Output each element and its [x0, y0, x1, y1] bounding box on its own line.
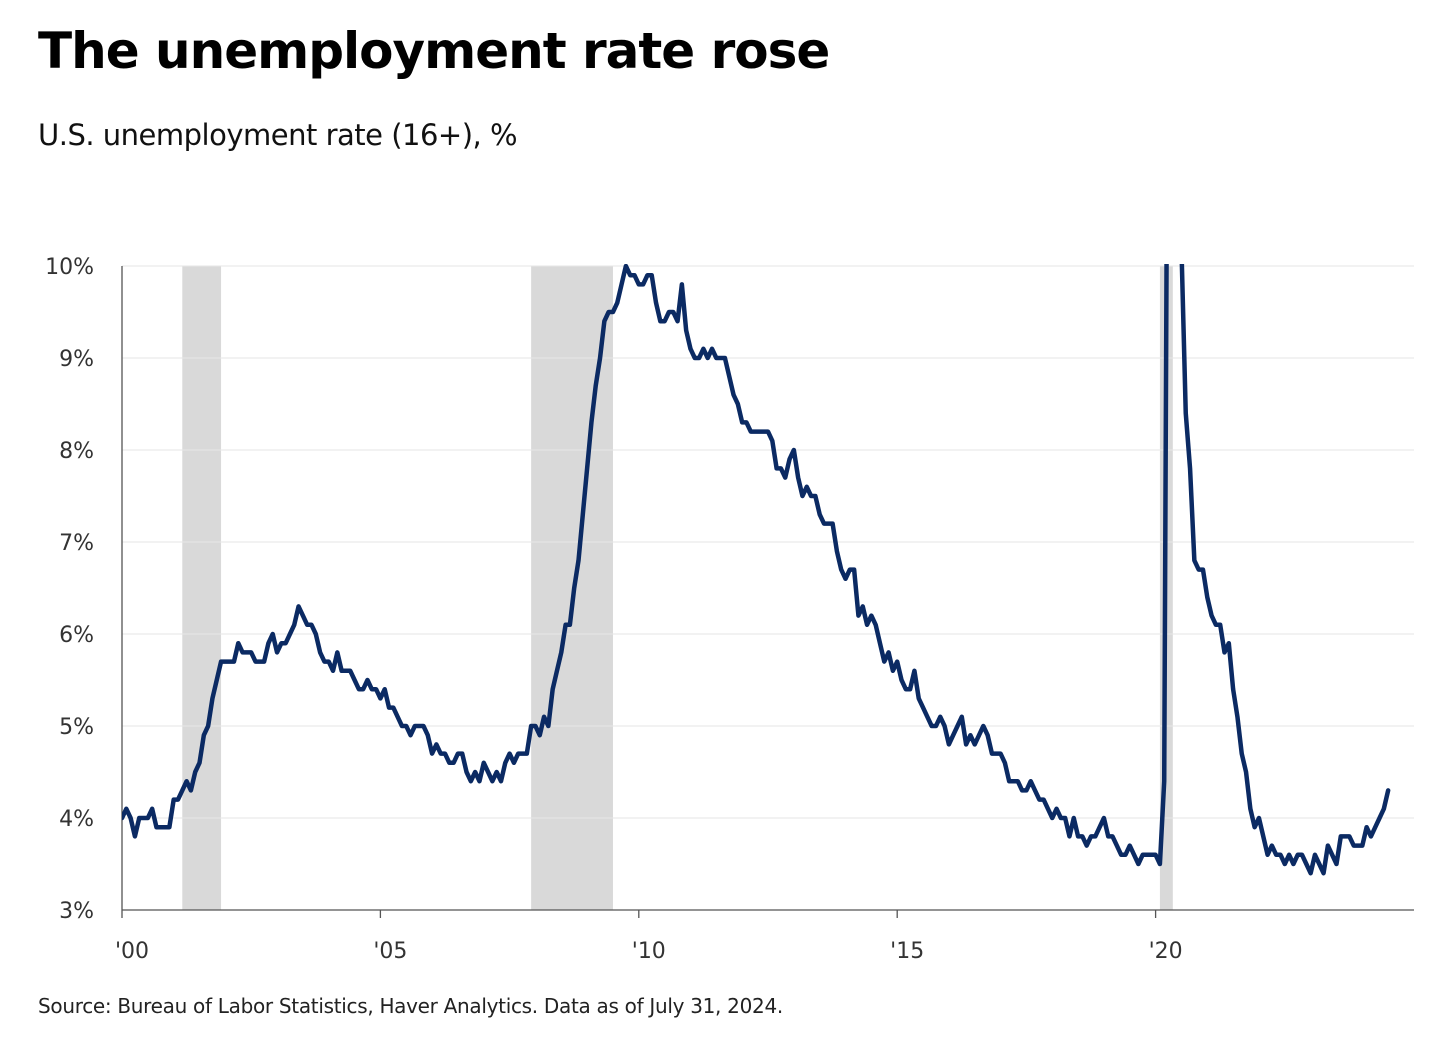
x-tick-label: '00 — [115, 939, 149, 964]
chart-subtitle: U.S. unemployment rate (16+), % — [38, 118, 518, 152]
source-note: Source: Bureau of Labor Statistics, Have… — [38, 994, 783, 1018]
y-tick-label: 6% — [59, 623, 94, 648]
x-tick-label: '05 — [373, 939, 407, 964]
x-axis-ticks: '00 '05 '10 '15 '20 — [115, 910, 1183, 964]
x-tick-label: '10 — [632, 939, 666, 964]
recession-bands — [182, 266, 1173, 910]
axes — [121, 266, 1414, 911]
y-tick-label: 9% — [59, 347, 94, 372]
y-axis-ticks: 3% 4% 5% 6% 7% 8% 9% 10% — [45, 255, 94, 924]
series-layer — [122, 264, 1391, 876]
series-line-0 — [122, 264, 1391, 876]
y-tick-label: 8% — [59, 439, 94, 464]
recession-band-0 — [182, 266, 222, 910]
chart-title: The unemployment rate rose — [38, 22, 830, 80]
y-tick-label: 7% — [59, 531, 94, 556]
y-tick-label: 3% — [59, 899, 94, 924]
x-tick-label: '20 — [1149, 939, 1183, 964]
x-tick-label: '15 — [890, 939, 924, 964]
gridlines — [122, 265, 1414, 819]
y-tick-label: 10% — [45, 255, 94, 280]
y-tick-label: 5% — [59, 715, 94, 740]
y-tick-label: 4% — [59, 807, 94, 832]
